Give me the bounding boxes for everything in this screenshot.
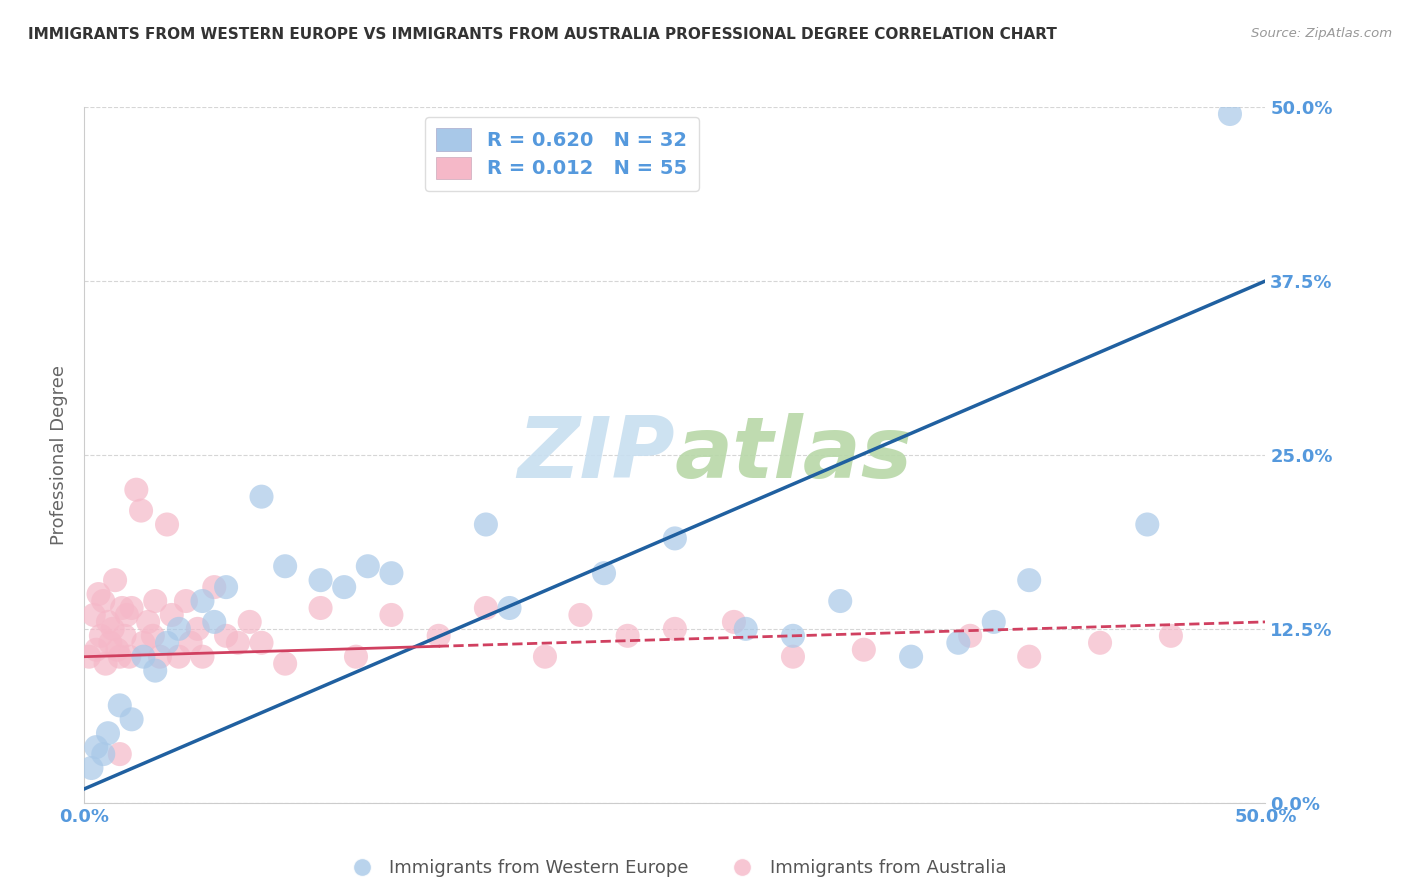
Point: [202, 615, 225, 629]
Point: [948, 636, 970, 650]
Point: [98, 636, 121, 650]
Point: [83, 607, 105, 622]
Point: [160, 607, 183, 622]
Point: [108, 649, 131, 664]
Point: [1219, 107, 1241, 121]
Point: [84, 642, 107, 657]
Point: [380, 607, 402, 622]
Point: [1136, 517, 1159, 532]
Point: [1088, 636, 1111, 650]
Point: [180, 636, 202, 650]
Point: [97, 726, 120, 740]
Point: [357, 559, 380, 574]
Point: [475, 517, 498, 532]
Point: [274, 559, 297, 574]
Point: [333, 580, 356, 594]
Point: [118, 649, 141, 664]
Point: [125, 483, 148, 497]
Point: [534, 649, 557, 664]
Point: [97, 615, 120, 629]
Point: [115, 607, 138, 622]
Point: [111, 601, 134, 615]
Point: [344, 649, 367, 664]
Point: [156, 636, 179, 650]
Point: [664, 532, 686, 546]
Legend: Immigrants from Western Europe, Immigrants from Australia: Immigrants from Western Europe, Immigran…: [336, 852, 1014, 884]
Point: [104, 573, 127, 587]
Point: [132, 636, 155, 650]
Point: [250, 490, 273, 504]
Point: [108, 747, 131, 761]
Point: [101, 622, 124, 636]
Point: [239, 615, 262, 629]
Point: [309, 573, 332, 587]
Point: [782, 629, 804, 643]
Point: [1018, 573, 1040, 587]
Point: [87, 587, 110, 601]
Point: [782, 649, 804, 664]
Point: [121, 601, 143, 615]
Text: atlas: atlas: [675, 413, 912, 497]
Text: Source: ZipAtlas.com: Source: ZipAtlas.com: [1251, 27, 1392, 40]
Point: [132, 649, 155, 664]
Point: [142, 629, 165, 643]
Y-axis label: Professional Degree: Professional Degree: [51, 365, 69, 545]
Text: ZIP: ZIP: [517, 413, 675, 497]
Point: [90, 629, 112, 643]
Point: [1160, 629, 1182, 643]
Point: [121, 712, 143, 726]
Point: [156, 517, 179, 532]
Point: [569, 607, 592, 622]
Point: [149, 649, 172, 664]
Point: [167, 649, 190, 664]
Point: [593, 566, 616, 581]
Point: [191, 649, 214, 664]
Point: [734, 622, 756, 636]
Point: [167, 622, 190, 636]
Point: [498, 601, 520, 615]
Point: [475, 601, 498, 615]
Point: [1018, 649, 1040, 664]
Point: [187, 622, 209, 636]
Point: [226, 636, 249, 650]
Point: [830, 594, 852, 608]
Point: [900, 649, 922, 664]
Point: [174, 594, 197, 608]
Point: [202, 580, 225, 594]
Point: [77, 649, 100, 664]
Point: [664, 622, 686, 636]
Point: [215, 580, 238, 594]
Point: [191, 594, 214, 608]
Point: [250, 636, 273, 650]
Point: [94, 657, 117, 671]
Point: [959, 629, 981, 643]
Point: [380, 566, 402, 581]
Point: [215, 629, 238, 643]
Point: [108, 698, 131, 713]
Point: [274, 657, 297, 671]
Point: [143, 664, 166, 678]
Point: [143, 594, 166, 608]
Point: [852, 642, 875, 657]
Point: [91, 594, 114, 608]
Point: [129, 503, 152, 517]
Point: [136, 615, 159, 629]
Point: [84, 740, 107, 755]
Point: [723, 615, 745, 629]
Point: [114, 629, 136, 643]
Text: IMMIGRANTS FROM WESTERN EUROPE VS IMMIGRANTS FROM AUSTRALIA PROFESSIONAL DEGREE : IMMIGRANTS FROM WESTERN EUROPE VS IMMIGR…: [28, 27, 1057, 42]
Point: [427, 629, 450, 643]
Point: [80, 761, 103, 775]
Point: [616, 629, 638, 643]
Point: [983, 615, 1005, 629]
Point: [91, 747, 114, 761]
Point: [107, 642, 129, 657]
Point: [309, 601, 332, 615]
